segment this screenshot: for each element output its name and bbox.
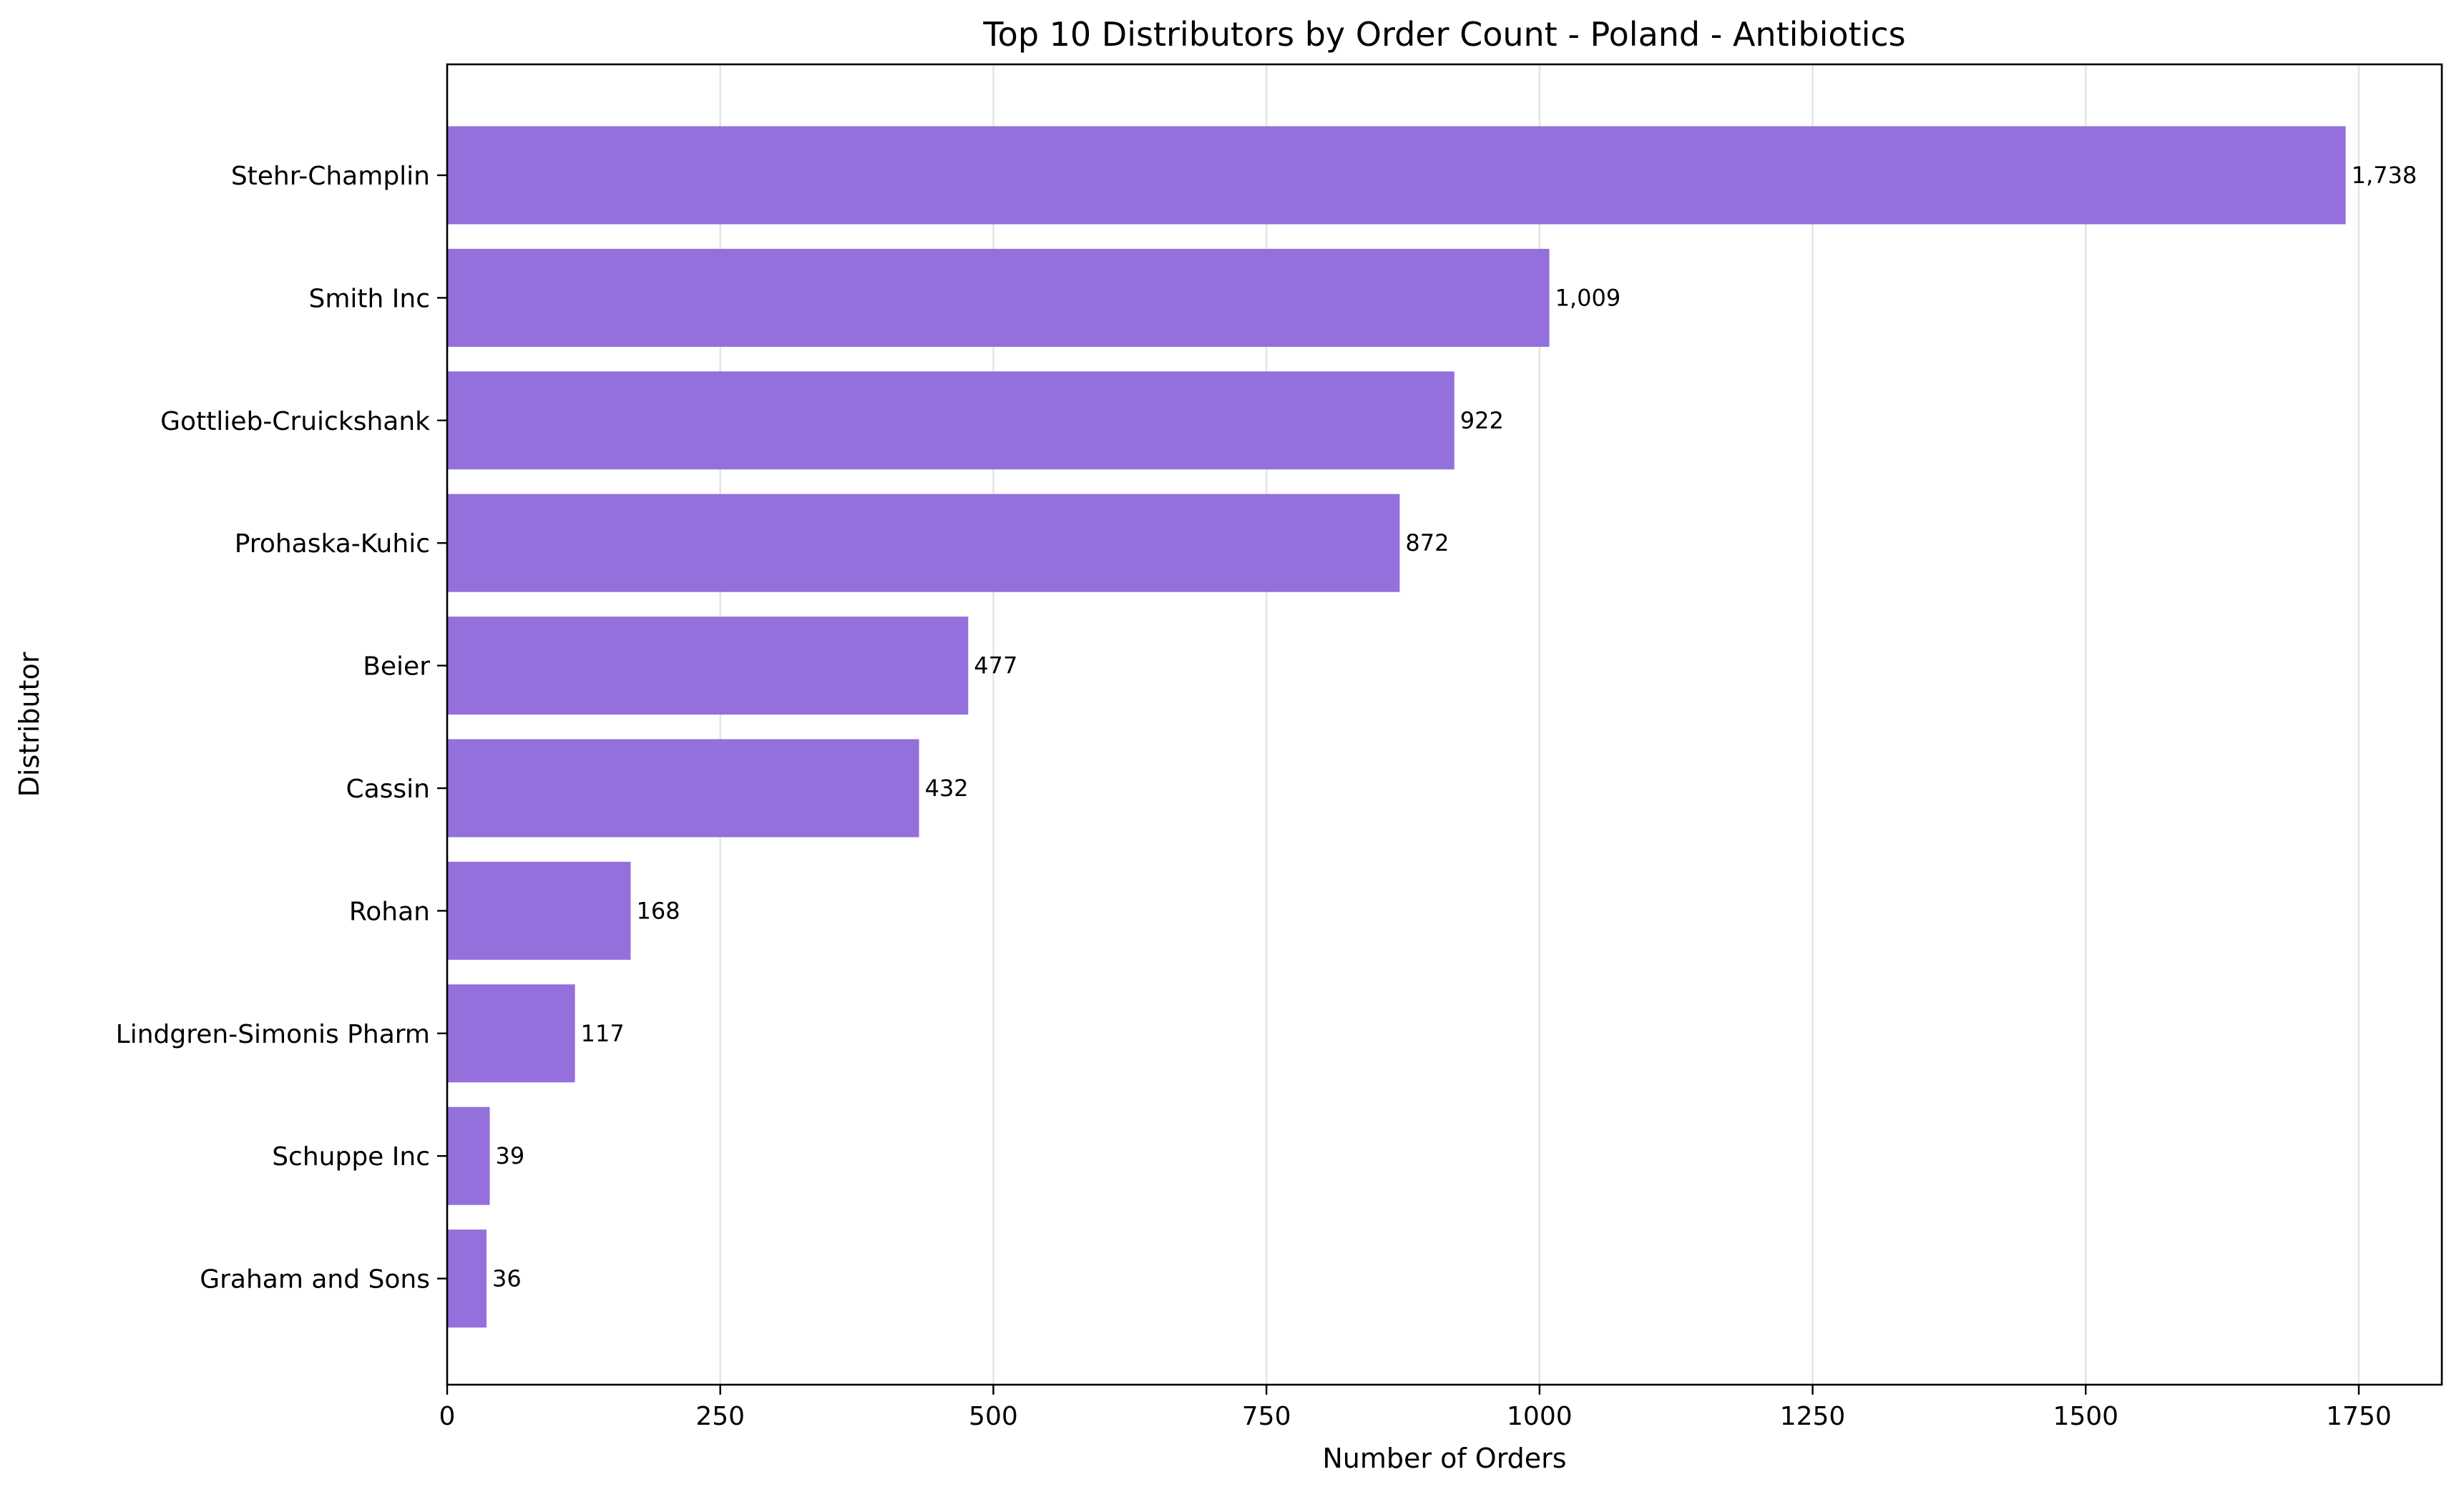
x-tick-label: 750 bbox=[1242, 1402, 1291, 1431]
y-tick-label: Gottlieb-Cruickshank bbox=[160, 407, 430, 436]
x-tick-label: 1500 bbox=[2053, 1402, 2118, 1431]
bar-value-label: 168 bbox=[637, 897, 680, 924]
x-tick-label: 1250 bbox=[1780, 1402, 1846, 1431]
y-tick-label: Schuppe Inc bbox=[272, 1142, 430, 1172]
x-tick-label: 250 bbox=[695, 1402, 745, 1431]
y-axis-ticks: Stehr-Champlin Smith Inc Gottlieb-Cruicksh… bbox=[116, 162, 447, 1295]
y-axis-label: Distributor bbox=[14, 652, 45, 797]
bar bbox=[447, 984, 575, 1083]
x-tick-label: 1750 bbox=[2326, 1402, 2392, 1431]
bars bbox=[447, 126, 2346, 1328]
bar-value-label: 39 bbox=[496, 1142, 525, 1169]
bar-value-label: 477 bbox=[974, 652, 1017, 679]
y-tick-label: Rohan bbox=[349, 897, 430, 926]
x-tick-label: 500 bbox=[969, 1402, 1018, 1431]
y-tick-label: Cassin bbox=[346, 775, 430, 804]
bar bbox=[447, 617, 969, 715]
x-tick-label: 0 bbox=[439, 1402, 456, 1431]
bar-value-label: 36 bbox=[492, 1265, 522, 1292]
plot-frame bbox=[446, 63, 2443, 1386]
bar bbox=[447, 248, 1550, 347]
x-axis-label: Number of Orders bbox=[1322, 1443, 1566, 1474]
bar bbox=[447, 494, 1400, 592]
y-tick-label: Graham and Sons bbox=[200, 1265, 430, 1295]
bar bbox=[447, 861, 631, 960]
y-tick-label: Prohaska-Kuhic bbox=[235, 529, 430, 559]
bar-value-label: 922 bbox=[1460, 407, 1504, 434]
chart-title: Top 10 Distributors by Order Count - Pol… bbox=[982, 15, 1905, 54]
bar-value-label: 1,738 bbox=[2352, 162, 2417, 189]
y-tick-label: Stehr-Champlin bbox=[231, 162, 430, 191]
bar bbox=[447, 1106, 490, 1205]
bar bbox=[447, 1229, 487, 1328]
bar bbox=[447, 371, 1455, 470]
y-tick-label: Beier bbox=[363, 652, 430, 682]
x-tick-label: 1000 bbox=[1507, 1402, 1573, 1431]
bar-value-labels: 1,738 1,009 922 872 477 432 168 117 39 36 bbox=[492, 162, 2417, 1292]
y-tick-label: Lindgren-Simonis Pharm bbox=[116, 1020, 430, 1049]
bar-value-label: 872 bbox=[1405, 529, 1449, 556]
bar-value-label: 432 bbox=[925, 775, 969, 802]
y-tick-label: Smith Inc bbox=[308, 284, 430, 313]
x-axis-ticks: 0 250 500 750 1000 1250 1500 1750 bbox=[439, 1385, 2392, 1431]
bar bbox=[447, 739, 919, 838]
bar-value-label: 1,009 bbox=[1555, 284, 1621, 311]
bar-value-label: 117 bbox=[581, 1020, 625, 1047]
bar bbox=[447, 126, 2346, 225]
